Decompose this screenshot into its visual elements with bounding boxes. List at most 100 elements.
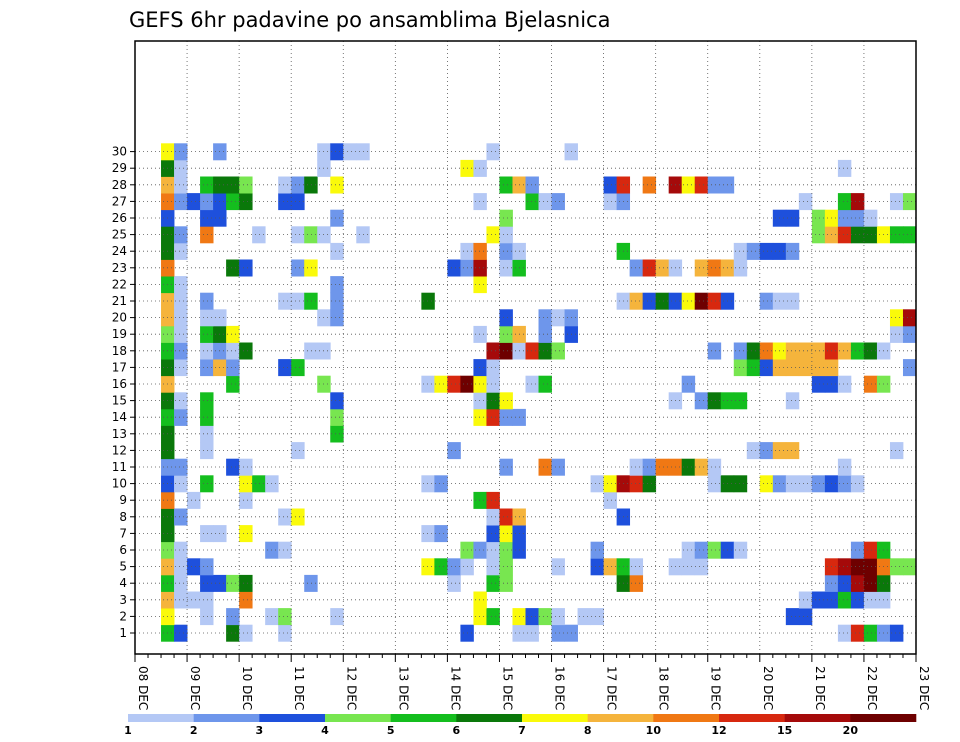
heatmap-cell <box>798 193 813 211</box>
heatmap-cell <box>200 342 214 360</box>
y-tick-label: 3 <box>119 593 127 607</box>
heatmap-cell <box>200 591 214 609</box>
heatmap-cell <box>837 209 852 227</box>
heatmap-cell <box>499 209 513 227</box>
legend-swatch <box>850 714 917 722</box>
heatmap-cell <box>707 342 722 360</box>
x-tick-label: 19 DEC <box>709 666 723 710</box>
heatmap-cell <box>551 558 565 576</box>
heatmap-cell <box>889 325 904 343</box>
y-tick-label: 14 <box>112 410 127 424</box>
heatmap-cell <box>239 624 253 642</box>
y-tick-label: 5 <box>119 560 127 574</box>
heatmap-cell <box>486 226 500 244</box>
heatmap-cell <box>304 342 318 360</box>
x-tick-label: 12 DEC <box>344 666 358 710</box>
heatmap-cell <box>330 176 344 194</box>
heatmap-cell <box>551 608 565 626</box>
heatmap-cell <box>226 342 240 360</box>
heatmap-cell <box>239 458 253 476</box>
heatmap-cell <box>330 408 344 426</box>
heatmap-cell <box>239 591 253 609</box>
heatmap-cell <box>239 525 253 543</box>
heatmap-cell <box>850 541 865 559</box>
heatmap-cell <box>226 176 240 194</box>
heatmap-cell <box>278 359 292 377</box>
heatmap-cell <box>278 193 292 211</box>
heatmap-cell <box>291 292 305 310</box>
x-tick-label: 08 DEC <box>136 666 150 710</box>
legend-swatch <box>784 714 851 722</box>
heatmap-cell <box>525 375 539 393</box>
heatmap-cell <box>707 176 722 194</box>
heatmap-cell <box>330 143 344 161</box>
x-tick-label: 10 DEC <box>240 666 254 710</box>
heatmap-cell <box>486 342 500 360</box>
heatmap-cell <box>837 591 852 609</box>
heatmap-cell <box>863 226 878 244</box>
heatmap-cell <box>174 292 188 310</box>
heatmap-cell <box>200 325 214 343</box>
heatmap-cells <box>161 143 917 642</box>
heatmap-cell <box>694 558 709 576</box>
heatmap-cell <box>642 259 657 277</box>
heatmap-cell <box>798 359 813 377</box>
heatmap-cell <box>421 375 435 393</box>
y-tick-label: 23 <box>112 261 127 275</box>
heatmap-cell <box>785 442 800 460</box>
heatmap-cell <box>798 608 813 626</box>
heatmap-cell <box>200 558 214 576</box>
heatmap-cell <box>499 508 513 526</box>
heatmap-cell <box>629 475 644 493</box>
heatmap-cell <box>278 292 292 310</box>
heatmap-cell <box>499 458 513 476</box>
heatmap-cell <box>330 276 344 294</box>
heatmap-cell <box>525 608 539 626</box>
heatmap-cell <box>785 209 800 227</box>
x-tick-label: 23 DEC <box>917 666 931 710</box>
heatmap-cell <box>538 342 552 360</box>
heatmap-cell <box>174 309 188 327</box>
heatmap-cell <box>174 242 188 260</box>
heatmap-cell <box>486 375 500 393</box>
legend-tick-label: 4 <box>321 724 329 737</box>
heatmap-cell <box>226 193 240 211</box>
heatmap-cell <box>863 375 878 393</box>
heatmap-cell <box>174 558 188 576</box>
heatmap-cell <box>200 309 214 327</box>
heatmap-cell <box>499 325 513 343</box>
legend-swatch <box>522 714 588 722</box>
heatmap-cell <box>863 342 878 360</box>
legend-tick-label: 10 <box>646 724 662 737</box>
heatmap-cell <box>486 574 500 592</box>
heatmap-cell <box>837 342 852 360</box>
heatmap-cell <box>486 608 500 626</box>
heatmap-cell <box>811 209 826 227</box>
heatmap-cell <box>681 292 696 310</box>
heatmap-cell <box>174 574 188 592</box>
heatmap-cell <box>200 525 214 543</box>
heatmap-cell <box>473 242 487 260</box>
heatmap-cell <box>499 392 513 410</box>
heatmap-cell <box>278 176 292 194</box>
heatmap-cell <box>902 226 917 244</box>
heatmap-cell <box>642 292 657 310</box>
y-tick-label: 10 <box>112 477 127 491</box>
heatmap-cell <box>707 458 722 476</box>
heatmap-cell <box>655 292 670 310</box>
y-tick-label: 16 <box>112 377 127 391</box>
heatmap-cell <box>486 359 500 377</box>
heatmap-cell <box>330 292 344 310</box>
heatmap-cell <box>603 475 618 493</box>
heatmap-cell <box>291 508 305 526</box>
heatmap-cell <box>889 309 904 327</box>
heatmap-cell <box>473 591 487 609</box>
y-tick-label: 12 <box>112 443 127 457</box>
heatmap-cell <box>239 193 253 211</box>
heatmap-cell <box>304 259 318 277</box>
y-tick-label: 6 <box>119 543 127 557</box>
heatmap-cell <box>174 359 188 377</box>
heatmap-cell <box>863 591 878 609</box>
heatmap-cell <box>525 624 539 642</box>
heatmap-cell <box>239 342 253 360</box>
